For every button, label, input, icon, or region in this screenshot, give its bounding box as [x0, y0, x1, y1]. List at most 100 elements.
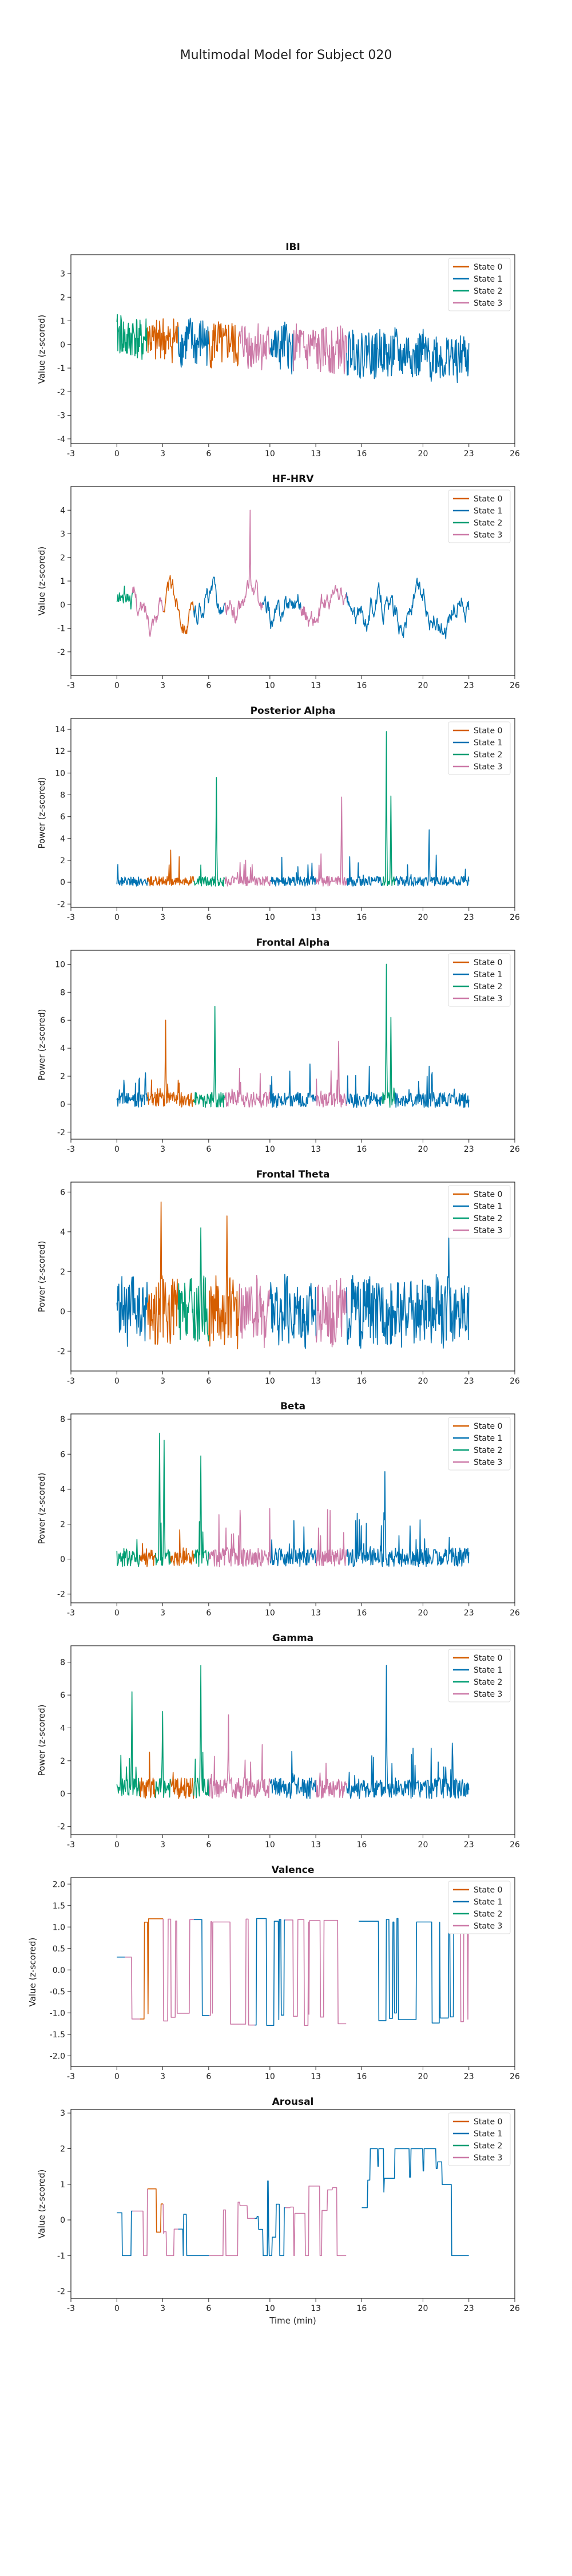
- y-tick-label: 3: [60, 530, 65, 539]
- plot-frame: [70, 950, 515, 1140]
- x-tick-label: 0: [114, 2304, 120, 2313]
- legend-label: State 0: [474, 1886, 502, 1895]
- x-tick-label: 23: [464, 1609, 474, 1618]
- x-tick-label: -3: [67, 1840, 75, 1850]
- x-tick-label: 16: [356, 449, 367, 459]
- y-tick-label: 12: [55, 747, 65, 756]
- series-line-state-0: [139, 1751, 156, 1799]
- x-tick-label: 0: [114, 1377, 120, 1386]
- legend-label: State 0: [474, 958, 502, 967]
- x-tick-label: 3: [160, 2072, 165, 2081]
- x-tick-label: -3: [67, 449, 75, 459]
- y-tick-label: 3: [60, 2109, 65, 2118]
- y-tick-label: -2: [57, 1823, 65, 1832]
- x-tick-label: 10: [265, 913, 275, 922]
- series-line-state-0: [147, 318, 179, 364]
- series-line-state-3: [224, 509, 263, 624]
- x-tick-label: 6: [206, 1377, 211, 1386]
- x-tick-label: 6: [206, 2304, 211, 2313]
- y-tick-label: 2: [60, 1072, 65, 1081]
- x-tick-label: 13: [311, 2072, 321, 2081]
- plot-frame: [70, 2109, 515, 2299]
- x-tick-label: 6: [206, 449, 211, 459]
- x-axis-label: Time (min): [269, 2316, 316, 2326]
- legend-label: State 2: [474, 1214, 502, 1223]
- x-tick-label: 20: [418, 1377, 428, 1386]
- legend-label: State 2: [474, 519, 502, 528]
- x-tick-label: 26: [510, 681, 520, 690]
- series-line-state-2: [381, 963, 396, 1108]
- x-tick-label: 3: [160, 1609, 165, 1618]
- y-tick-label: -1.0: [50, 2009, 65, 2018]
- chart-panel-gamma: Gamma -3 0 3 6 10 13 16 20 23 26 -2 0 2 4 6 8 Power (z-sc…: [37, 1633, 520, 1850]
- legend-label: State 1: [474, 1898, 502, 1907]
- x-tick-label: 0: [114, 913, 120, 922]
- x-tick-label: 26: [510, 449, 520, 459]
- legend-label: State 2: [474, 1910, 502, 1919]
- series-line-state-3: [208, 1508, 271, 1567]
- series-line-state-1: [359, 1918, 455, 2024]
- x-tick-label: -3: [67, 913, 75, 922]
- series-line-state-3: [239, 1275, 271, 1349]
- y-tick-label: -1.5: [50, 2030, 65, 2040]
- series-line-state-3: [209, 2202, 255, 2257]
- legend-label: State 2: [474, 1678, 502, 1687]
- series-line-state-1: [269, 1751, 317, 1799]
- chart-panel-frontal-theta: Frontal Theta -3 0 3 6 10 13 16 20 23 26 -2 0 2 4 6 Powe…: [37, 1169, 520, 1386]
- series-line-state-1: [362, 2148, 469, 2257]
- y-tick-label: 1.5: [53, 1902, 65, 1911]
- figure-title: Multimodal Model for Subject 020: [180, 48, 392, 62]
- x-tick-label: 3: [160, 913, 165, 922]
- plot-frame: [70, 1877, 515, 2067]
- x-tick-label: 6: [206, 1145, 211, 1154]
- y-tick-label: -0.5: [50, 1988, 65, 1997]
- y-tick-label: -2: [57, 1347, 65, 1356]
- series-line-state-3: [315, 1509, 347, 1567]
- legend-box: [448, 2112, 511, 2166]
- series-line-state-0: [170, 1529, 194, 1566]
- series-line-state-1: [178, 2214, 209, 2257]
- x-tick-label: 10: [265, 1840, 275, 1850]
- series-line-state-3: [315, 1763, 347, 1799]
- series-line-state-0: [147, 850, 194, 887]
- y-tick-label: 4: [60, 1724, 65, 1733]
- series-line-state-2: [116, 1691, 141, 1796]
- series-line-state-2: [155, 1432, 172, 1566]
- y-tick-label: 2: [60, 1757, 65, 1766]
- x-tick-label: 0: [114, 1145, 120, 1154]
- y-tick-label: 0.5: [53, 1945, 65, 1954]
- y-tick-label: 2.0: [53, 1880, 65, 1889]
- panel-title: Posterior Alpha: [251, 705, 336, 717]
- legend-box: [448, 1185, 511, 1239]
- series-line-state-0: [170, 1772, 194, 1799]
- series-line-state-3: [132, 586, 164, 637]
- chart-panel-beta: Beta -3 0 3 6 10 13 16 20 23 26 -2 0 2 4 6 8 Power (z-sco…: [37, 1401, 520, 1618]
- x-tick-label: 26: [510, 913, 520, 922]
- legend-box: [448, 953, 511, 1007]
- x-tick-label: 3: [160, 2304, 165, 2313]
- series-line-state-1: [346, 1065, 383, 1108]
- y-tick-label: 0: [60, 1789, 65, 1799]
- y-tick-label: -2: [57, 648, 65, 657]
- x-tick-label: 0: [114, 1609, 120, 1618]
- y-axis-label: Value (z-scored): [37, 2170, 47, 2239]
- series-line-state-2: [116, 314, 148, 360]
- y-axis-label: Power (z-scored): [37, 1009, 47, 1081]
- panel-title: Gamma: [272, 1633, 313, 1644]
- y-tick-label: -2: [57, 388, 65, 397]
- series-line-state-1: [346, 856, 383, 887]
- series-line-state-3: [208, 1714, 271, 1799]
- plot-frame: [70, 1182, 515, 1372]
- y-tick-label: 0: [60, 341, 65, 350]
- y-tick-label: -3: [57, 412, 65, 421]
- panel-title: Arousal: [272, 2096, 314, 2108]
- series-line-state-0: [147, 1201, 179, 1345]
- x-tick-label: 20: [418, 2304, 428, 2313]
- x-tick-label: 26: [510, 1377, 520, 1386]
- series-line-state-3: [285, 2186, 347, 2257]
- series-line-state-0: [208, 321, 240, 369]
- legend-label: State 3: [474, 994, 502, 1003]
- y-tick-label: 1: [60, 577, 65, 586]
